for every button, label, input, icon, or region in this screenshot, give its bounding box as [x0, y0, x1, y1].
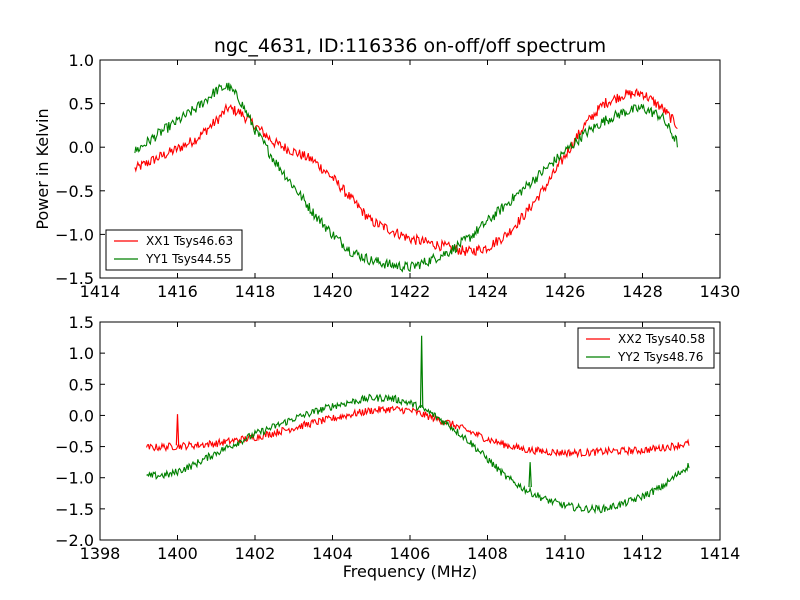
rfi-spike-yy2-small — [528, 462, 532, 488]
x-tick-label: 1426 — [545, 282, 586, 301]
x-tick-label: 1406 — [390, 544, 431, 563]
series-line-3 — [145, 405, 690, 459]
legend-label: YY2 Tsys48.76 — [617, 350, 703, 364]
series-line-1 — [134, 88, 678, 256]
series-line-4 — [146, 393, 690, 515]
x-axis-label: Frequency (MHz) — [343, 562, 477, 581]
y-axis-label: Power in Kelvin — [33, 108, 52, 229]
x-tick-label: 1420 — [312, 282, 353, 301]
y-tick-label: −1.0 — [55, 469, 94, 488]
x-tick-label: 1414 — [80, 282, 121, 301]
y-tick-label: 0.0 — [69, 138, 94, 157]
x-tick-label: 1422 — [390, 282, 431, 301]
series-line-2 — [134, 82, 678, 273]
y-tick-label: 0.0 — [69, 406, 94, 425]
chart-title: ngc_4631, ID:116336 on-off/off spectrum — [214, 35, 606, 57]
x-tick-label: 1400 — [157, 544, 198, 563]
legend-label: YY1 Tsys44.55 — [145, 252, 231, 266]
legend-box — [577, 327, 715, 369]
x-tick-label: 1410 — [545, 544, 586, 563]
y-tick-label: 1.0 — [69, 344, 94, 363]
x-tick-label: 1430 — [700, 282, 741, 301]
x-tick-label: 1428 — [622, 282, 663, 301]
x-tick-label: 1414 — [700, 544, 741, 563]
y-tick-label: −0.5 — [55, 182, 94, 201]
legend-label: XX2 Tsys40.58 — [618, 332, 705, 346]
bottom-subplot: 1398 1400 1402 1404 1406 1408 1410 1412 1414 −2.0… — [55, 313, 740, 581]
top-subplot: 1414 1416 1418 1420 1422 1424 1426 1428 1430 −1.5… — [33, 51, 740, 301]
x-tick-label: 1412 — [622, 544, 663, 563]
y-tick-label: −2.0 — [55, 531, 94, 550]
y-tick-label: 1.0 — [69, 51, 94, 70]
legend: XX2 Tsys40.58 YY2 Tsys48.76 — [577, 327, 715, 369]
x-tick-label: 1398 — [80, 544, 121, 563]
x-tick-label: 1424 — [467, 282, 508, 301]
x-tick-label: 1404 — [312, 544, 353, 563]
rfi-spike-yy2 — [419, 335, 424, 408]
y-tick-label: −1.5 — [55, 269, 94, 288]
x-tick-label: 1402 — [235, 544, 276, 563]
y-tick-label: −1.5 — [55, 500, 94, 519]
y-tick-label: 1.5 — [69, 313, 94, 332]
x-tick-label: 1408 — [467, 544, 508, 563]
legend: XX1 Tsys46.63 YY1 Tsys44.55 — [105, 229, 243, 271]
legend-box — [105, 229, 243, 271]
y-tick-label: −0.5 — [55, 438, 94, 457]
legend-label: XX1 Tsys46.63 — [146, 234, 233, 248]
rfi-spike-xx2 — [175, 414, 180, 446]
x-tick-label: 1418 — [235, 282, 276, 301]
x-tick-label: 1416 — [157, 282, 198, 301]
y-tick-label: −1.0 — [55, 225, 94, 244]
y-tick-label: 0.5 — [69, 95, 94, 114]
y-tick-label: 0.5 — [69, 375, 94, 394]
